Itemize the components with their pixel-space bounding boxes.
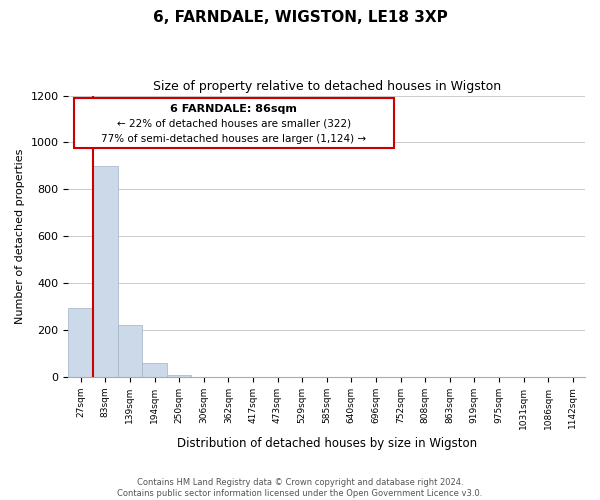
Bar — [167, 375, 191, 377]
FancyBboxPatch shape — [74, 98, 394, 148]
Text: 77% of semi-detached houses are larger (1,124) →: 77% of semi-detached houses are larger (… — [101, 134, 366, 143]
Text: Contains HM Land Registry data © Crown copyright and database right 2024.
Contai: Contains HM Land Registry data © Crown c… — [118, 478, 482, 498]
Title: Size of property relative to detached houses in Wigston: Size of property relative to detached ho… — [152, 80, 501, 93]
Text: 6 FARNDALE: 86sqm: 6 FARNDALE: 86sqm — [170, 104, 297, 114]
Y-axis label: Number of detached properties: Number of detached properties — [15, 148, 25, 324]
Text: 6, FARNDALE, WIGSTON, LE18 3XP: 6, FARNDALE, WIGSTON, LE18 3XP — [152, 10, 448, 25]
X-axis label: Distribution of detached houses by size in Wigston: Distribution of detached houses by size … — [176, 437, 477, 450]
Bar — [93, 166, 118, 377]
Bar — [118, 326, 142, 377]
Bar — [142, 364, 167, 377]
Bar — [68, 308, 93, 377]
Text: ← 22% of detached houses are smaller (322): ← 22% of detached houses are smaller (32… — [116, 119, 351, 129]
